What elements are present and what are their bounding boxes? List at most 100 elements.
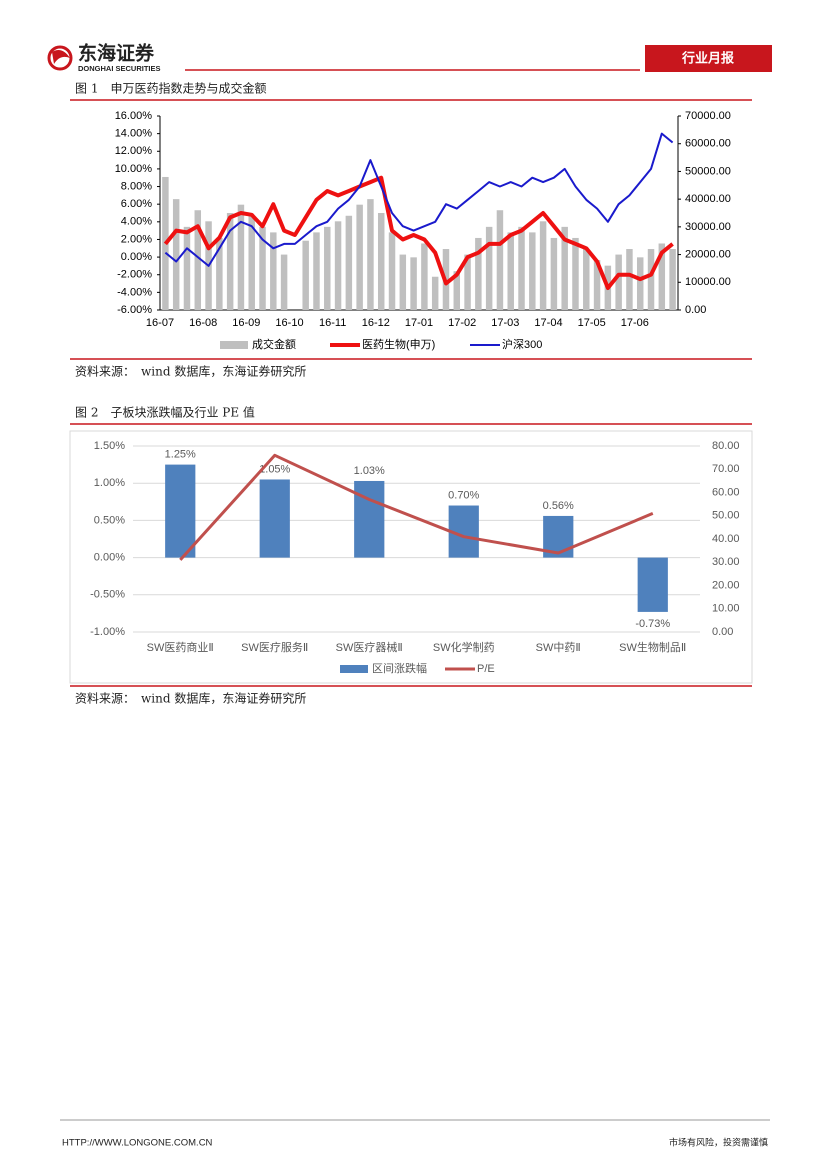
x-tick-label: 16-08 [189,317,217,329]
data-label: 0.56% [543,500,574,512]
bar [237,204,245,310]
legend-swatch [340,665,368,673]
y-tick-label: 0.50% [94,514,125,526]
bar [658,243,666,310]
y2-tick-label: 40000.00 [685,193,731,205]
y2-tick-label: 40.00 [712,533,740,545]
bar [270,232,277,310]
bar [354,480,385,558]
y2-tick-label: 70000.00 [685,110,731,122]
legend-label: 区间涨跌幅 [372,661,427,675]
bar [637,557,668,612]
bar [636,257,644,310]
bar [496,210,504,310]
y2-tick-label: 50000.00 [685,165,731,177]
y-tick-label: 10.00% [115,163,153,175]
x-tick-label: SW医药商业Ⅱ [147,640,214,654]
y2-tick-label: 0.00 [712,626,733,638]
y-tick-label: 2.00% [121,233,152,245]
bar [507,232,514,310]
bar [399,254,407,310]
bar [669,249,676,310]
y-tick-label: -1.00% [90,626,125,638]
y-tick-label: 12.00% [115,145,153,157]
y2-tick-label: 60.00 [712,486,740,498]
bar [172,199,180,310]
company-name-en: DONGHAI SECURITIES [78,64,161,73]
y2-tick-label: 50.00 [712,510,740,522]
bar [647,249,655,310]
bar [259,479,290,558]
x-tick-label: 17-03 [491,317,519,329]
bar [259,226,266,310]
legend-label: 医药生物(申万) [362,337,435,351]
y-tick-label: 4.00% [121,216,152,228]
bar [421,243,428,310]
bar [377,213,385,310]
data-label: 1.05% [259,463,290,475]
legend-label: 成交金额 [252,337,296,351]
y-tick-label: 16.00% [115,110,153,122]
x-tick-label: 16-12 [362,317,390,329]
bar [280,254,288,310]
legend-swatch [220,341,248,349]
y2-tick-label: 70.00 [712,463,740,475]
bar [626,249,633,310]
bar [431,276,439,310]
y-tick-label: 0.00% [94,552,125,564]
figure-caption: 图 1 申万医药指数走势与成交金额 [75,81,266,96]
bar [561,226,568,310]
data-label: -0.73% [635,618,670,630]
y2-tick-label: 80.00 [712,440,740,452]
figure-caption: 图 2 子板块涨跌幅及行业 PE 值 [75,405,255,420]
company-name: 东海证券 [78,42,155,65]
y-tick-label: 0.00% [121,251,152,263]
bar [475,237,482,310]
y-tick-label: -2.00% [117,269,152,281]
x-tick-label: 17-02 [448,317,476,329]
bar [388,232,396,310]
bar [593,260,601,310]
bar [216,237,223,310]
y2-tick-label: 20.00 [712,579,740,591]
y-tick-label: -4.00% [117,286,152,298]
data-label: 1.03% [354,465,385,477]
y2-tick-label: 0.00 [685,304,706,316]
x-tick-label: 17-04 [534,317,562,329]
bar [572,237,579,310]
chart-frame [69,430,753,684]
y-tick-label: 6.00% [121,198,152,210]
bar [539,221,547,310]
bar [194,210,202,310]
bar [313,232,320,310]
line-series [164,132,674,267]
bar [183,226,191,310]
y-tick-label: 14.00% [115,128,153,140]
x-tick-label: 17-01 [405,317,433,329]
bar [410,257,417,310]
bar [345,215,353,310]
y2-tick-label: 60000.00 [685,138,731,150]
y2-tick-label: 10.00 [712,603,740,615]
y2-tick-label: 30000.00 [685,221,731,233]
y-tick-label: -6.00% [117,304,152,316]
x-tick-label: 16-10 [275,317,303,329]
y2-tick-label: 20000.00 [685,248,731,260]
bar [583,249,590,310]
bar [615,254,622,310]
bar [550,237,558,310]
legend-label: 沪深300 [502,337,542,351]
x-tick-label: 17-05 [578,317,606,329]
bar [529,232,536,310]
y2-tick-label: 30.00 [712,556,740,568]
x-tick-label: SW中药Ⅱ [536,641,581,654]
bar [324,226,331,310]
chart: -6.00% -4.00% -2.00% 0.00% 2.00% 4.00% 6.00% 8.… [115,110,731,351]
x-tick-label: SW医疗器械Ⅱ [336,640,403,654]
data-label: 0.70% [448,489,479,501]
bar [302,240,309,310]
x-tick-label: SW医疗服务Ⅱ [241,640,308,654]
footer-url: HTTP://WWW.LONGONE.COM.CN [62,1138,213,1149]
